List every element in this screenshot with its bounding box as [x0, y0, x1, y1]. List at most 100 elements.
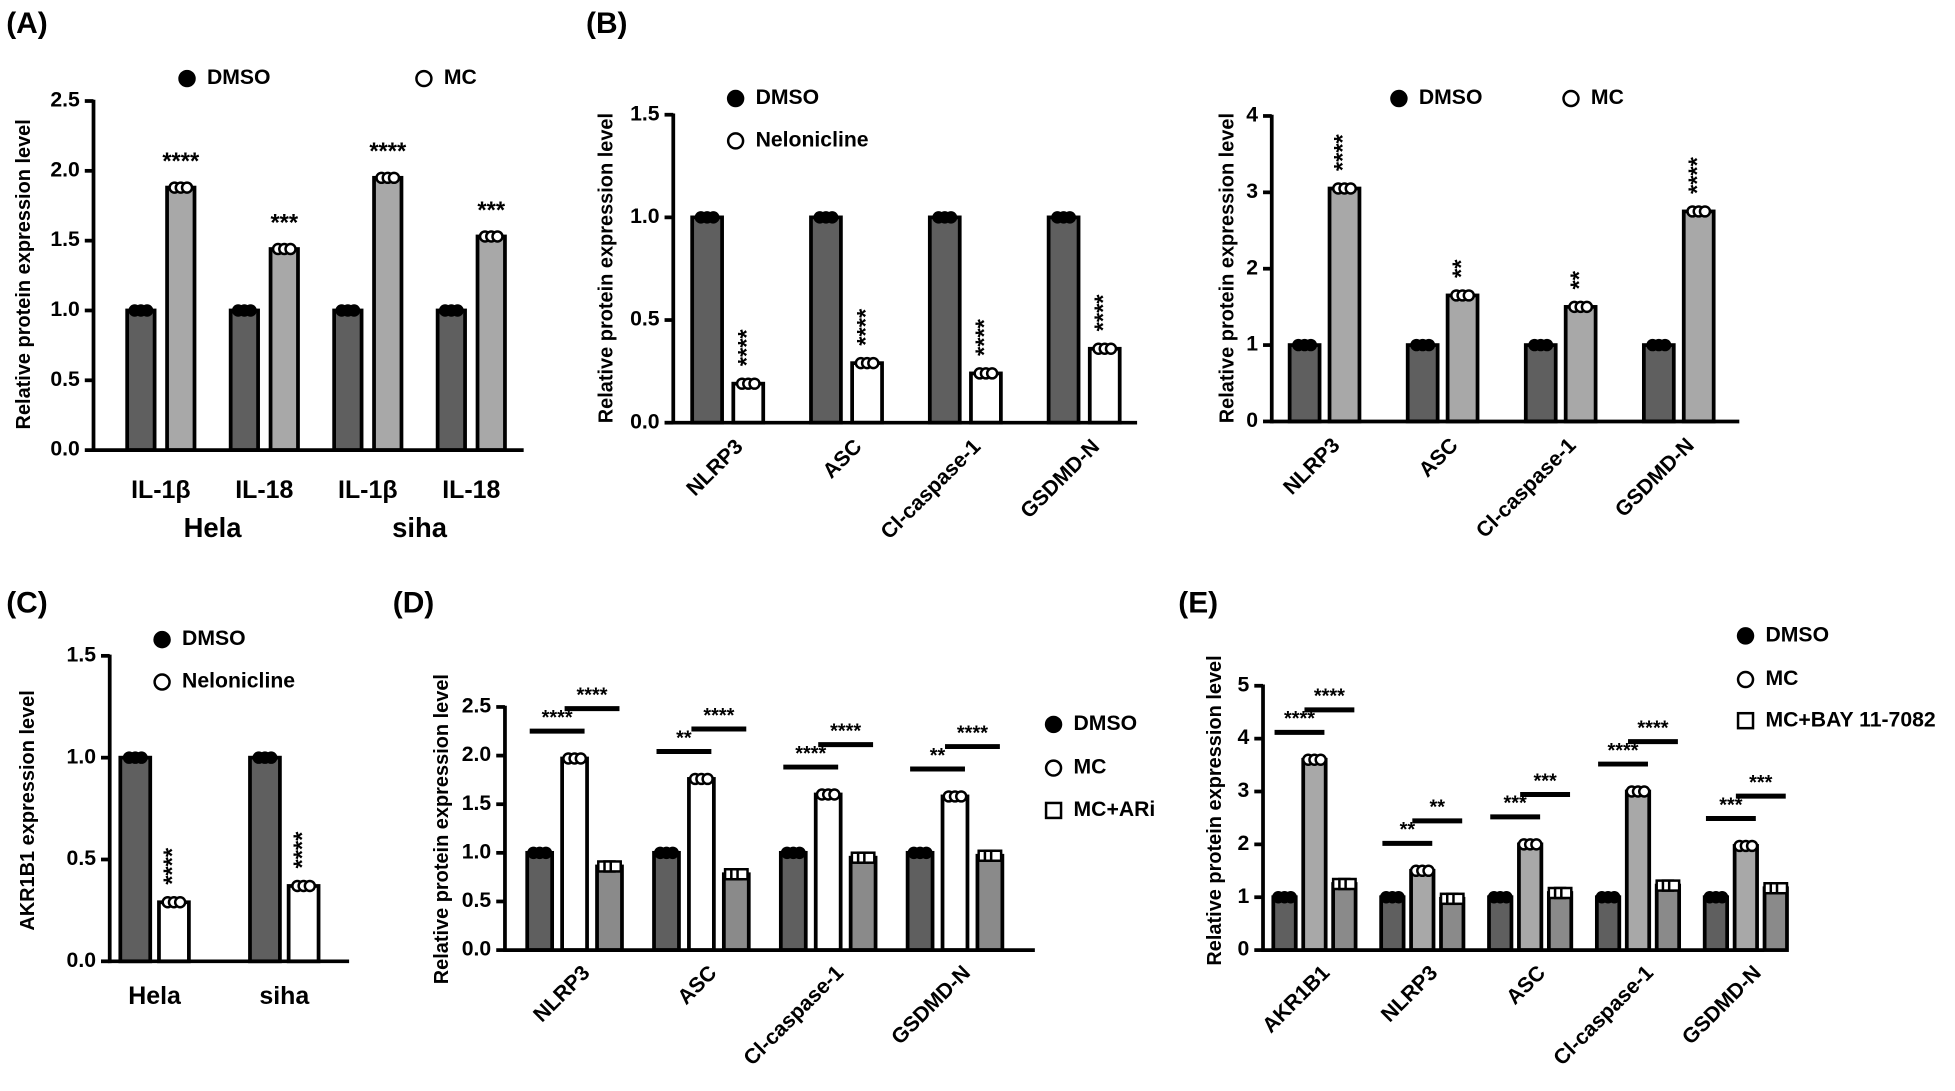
y-tick-label: 1.5 [462, 792, 492, 815]
x-tick-label: ASC [819, 435, 867, 483]
marker [1044, 801, 1063, 820]
marker [451, 304, 464, 317]
marker [1422, 338, 1436, 352]
y-tick-label: 2.5 [50, 89, 80, 112]
bar [652, 850, 681, 952]
marker [135, 751, 148, 764]
marker [726, 89, 745, 108]
legend-label: MC [1591, 86, 1624, 109]
marker [1560, 886, 1573, 900]
y-tick-label: 0.0 [462, 938, 491, 961]
marker [1063, 211, 1077, 224]
legend-label: MC+ARi [1074, 798, 1156, 821]
marker [867, 356, 880, 370]
x-tick-label: NLRP3 [529, 961, 595, 1027]
bar [525, 850, 555, 952]
bar [1405, 343, 1440, 424]
marker [1500, 890, 1513, 904]
y-tick-label: 0.0 [630, 410, 659, 433]
legend-label: MC [1074, 756, 1107, 779]
marker [1304, 338, 1318, 352]
bar [125, 308, 157, 452]
significance-label: **** [957, 722, 988, 744]
bar [1287, 343, 1322, 424]
marker [1284, 890, 1297, 904]
bar [1487, 895, 1514, 952]
bar [1681, 209, 1716, 424]
bar [1624, 789, 1652, 952]
y-tick-label: 0 [1238, 938, 1250, 961]
bar [1087, 346, 1122, 425]
marker [415, 69, 433, 88]
bar [1331, 882, 1358, 952]
legend-label: DMSO [182, 627, 246, 650]
legend-label: DMSO [207, 66, 271, 89]
bar [1762, 886, 1789, 952]
y-tick-label: 0 [1246, 409, 1258, 432]
significance-label: ** [1429, 797, 1445, 819]
x-tick-label: Hela [128, 982, 182, 1010]
marker [1462, 289, 1476, 302]
significance-label: **** [1608, 740, 1639, 762]
x-tick-label: AKR1B1 [1258, 961, 1334, 1037]
marker [1540, 338, 1554, 352]
marker [1736, 711, 1755, 730]
marker [347, 304, 361, 317]
y-tick-label: 0.0 [50, 438, 79, 461]
y-tick-label: 2.0 [50, 158, 79, 181]
marker [1736, 627, 1755, 645]
bar [228, 308, 260, 452]
y-tick-label: 1 [1246, 333, 1258, 356]
marker [180, 181, 194, 194]
significance-label: **** [1685, 156, 1711, 194]
marker [1044, 759, 1063, 777]
significance-label: *** [477, 198, 505, 224]
x-tick-label: ASC [1415, 434, 1463, 482]
bar [1641, 343, 1676, 424]
significance-label: ** [1400, 819, 1416, 841]
y-tick-label: 1.0 [462, 840, 491, 863]
marker [1637, 785, 1651, 798]
bar [332, 308, 364, 452]
marker [264, 751, 278, 764]
bar [969, 371, 1003, 425]
significance-label: **** [1331, 133, 1357, 171]
bar [435, 308, 467, 452]
marker [726, 132, 745, 150]
significance-label: ** [1567, 270, 1593, 289]
bar [1517, 842, 1544, 952]
y-tick-label: 0.5 [462, 889, 492, 912]
y-axis-label: AKR1B1 expression level [17, 690, 39, 930]
bar [1563, 305, 1598, 424]
marker [1044, 715, 1063, 734]
y-axis-label: Relative protein expression level [1216, 113, 1238, 423]
x-tick-label: GSDMD-N [1016, 435, 1104, 523]
marker [825, 211, 839, 224]
x-tick-label: NLRP3 [1377, 961, 1443, 1027]
marker [173, 896, 187, 909]
marker [1698, 205, 1712, 218]
marker [707, 211, 720, 224]
y-axis-label: Relative protein expression level [595, 113, 617, 423]
bar [687, 777, 716, 952]
panel-label: (B) [586, 7, 628, 40]
significance-label: **** [1637, 717, 1668, 739]
bar [848, 855, 878, 952]
x-tick-label: ASC [1502, 961, 1550, 1009]
y-tick-label: 1.0 [630, 205, 659, 228]
y-tick-label: 2.5 [462, 695, 492, 718]
marker [178, 69, 196, 88]
significance-label: ** [1449, 259, 1475, 278]
marker [1422, 864, 1435, 878]
bar [1702, 895, 1730, 952]
y-axis-label: Relative protein expression level [1204, 655, 1226, 965]
x-tick-label: Cl-caspase-1 [877, 435, 986, 544]
panel-label: (D) [393, 587, 435, 620]
y-tick-label: 1.0 [50, 298, 79, 321]
y-tick-label: 2.0 [462, 743, 491, 766]
significance-label: **** [703, 705, 734, 727]
marker [920, 846, 933, 860]
marker [387, 171, 401, 185]
